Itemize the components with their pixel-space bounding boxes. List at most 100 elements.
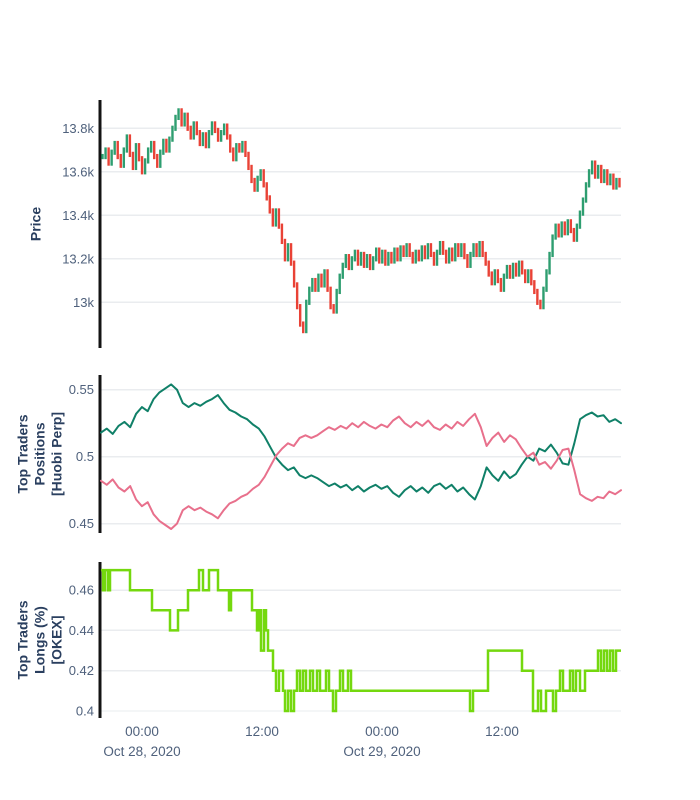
candle	[587, 169, 591, 188]
candle	[475, 243, 478, 258]
candle	[195, 121, 198, 136]
candle	[128, 134, 132, 157]
candle	[420, 245, 424, 262]
longs-axis-title: Top Traders Longs (%) [OKEX]	[15, 600, 66, 679]
candle	[569, 219, 573, 234]
candle	[274, 208, 278, 227]
candle	[481, 240, 484, 258]
candle	[180, 108, 183, 127]
candle	[350, 256, 354, 271]
candle	[606, 169, 609, 186]
candle	[375, 247, 378, 262]
candle	[235, 143, 238, 162]
panel-1: 0.55 0.5 0.45	[69, 375, 622, 533]
y-tick-label: 13.4k	[62, 208, 94, 223]
candle	[302, 321, 305, 334]
candle	[335, 288, 338, 314]
positions-axis-title-line2: Positions	[31, 422, 48, 486]
y-tick-label: 13.6k	[62, 164, 94, 179]
candle	[341, 262, 344, 279]
y-tick-label: 0.46	[69, 583, 94, 598]
candle	[256, 175, 259, 192]
candle	[520, 260, 524, 275]
longs-axis-title-line3: [OKEX]	[48, 615, 65, 665]
candle	[600, 164, 603, 184]
candle	[514, 262, 518, 277]
candle	[347, 254, 351, 271]
candle	[454, 243, 457, 262]
candle	[104, 147, 107, 160]
candle	[478, 240, 481, 258]
candle	[524, 269, 527, 284]
y-tick-label: 0.44	[69, 623, 94, 638]
candle	[314, 277, 317, 292]
candle	[557, 223, 560, 238]
candle	[295, 282, 299, 310]
candle	[125, 134, 129, 153]
candle	[511, 262, 515, 279]
candle	[371, 256, 375, 271]
candle	[384, 249, 387, 266]
candle	[393, 247, 396, 264]
candle	[612, 173, 615, 190]
candle	[140, 156, 144, 175]
candle	[356, 249, 360, 266]
candle	[189, 125, 192, 140]
candle	[298, 304, 302, 327]
y-tick-label: 0.5	[76, 449, 94, 464]
candle	[244, 140, 247, 157]
candle	[615, 177, 618, 190]
candle	[253, 177, 256, 192]
candle	[618, 177, 621, 188]
candle	[283, 238, 287, 262]
candle	[204, 132, 208, 149]
candle	[277, 208, 281, 229]
candle	[305, 299, 308, 334]
candle	[131, 151, 135, 171]
candle	[153, 140, 156, 160]
candle	[581, 197, 585, 216]
candle	[530, 269, 533, 286]
candle	[490, 271, 493, 286]
candle	[146, 147, 150, 164]
candle	[609, 173, 612, 186]
candle	[338, 273, 341, 295]
candle	[451, 247, 454, 262]
candle	[563, 221, 566, 236]
candle	[593, 160, 597, 179]
candle	[429, 243, 433, 258]
candle	[174, 114, 177, 131]
candle	[554, 223, 557, 240]
candle	[265, 182, 268, 201]
candle	[365, 254, 369, 268]
candle	[171, 125, 174, 142]
candle	[441, 240, 445, 255]
candle	[496, 269, 500, 284]
candle	[101, 153, 104, 160]
candle	[584, 182, 588, 203]
candle	[399, 245, 402, 262]
candle	[387, 251, 390, 266]
candle	[198, 130, 202, 147]
candle	[548, 251, 551, 275]
y-tick-label: 13.2k	[62, 251, 94, 266]
positions-axis-title: Top Traders Positions [Huobi Perp]	[15, 412, 66, 496]
shorts-ratio-line	[100, 412, 622, 530]
candle	[177, 108, 180, 121]
candle	[411, 251, 414, 264]
candle	[368, 254, 372, 271]
candle	[487, 260, 490, 277]
candle	[396, 247, 399, 262]
candle	[250, 164, 253, 184]
okex-longs-step-line	[101, 568, 621, 713]
candle	[326, 269, 329, 292]
candle	[308, 286, 311, 305]
candle	[560, 221, 563, 238]
x-tick-date-label: Oct 29, 2020	[343, 744, 420, 759]
candle	[426, 243, 430, 260]
candle	[232, 147, 235, 162]
candle	[502, 273, 506, 292]
candle	[107, 147, 110, 166]
